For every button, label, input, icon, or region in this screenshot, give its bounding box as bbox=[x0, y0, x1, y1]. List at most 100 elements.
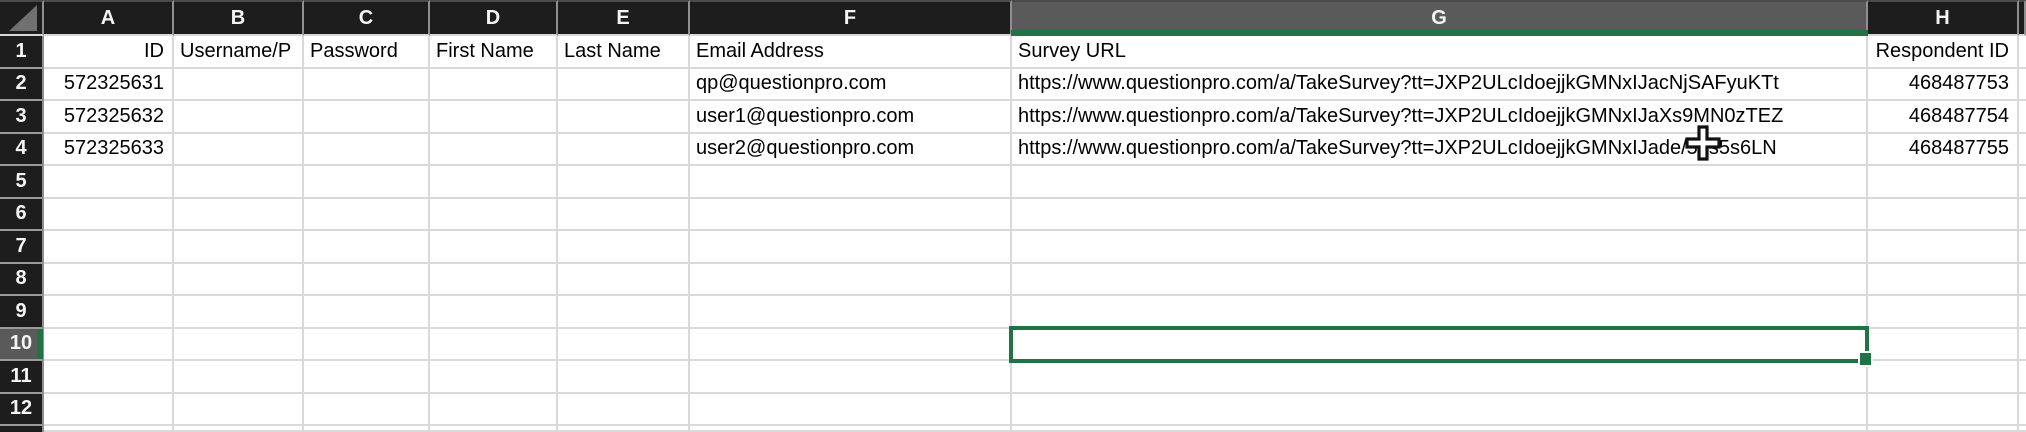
cell-G10[interactable] bbox=[1012, 328, 1868, 361]
cell-G1[interactable]: Survey URL bbox=[1012, 36, 1868, 69]
cell-H5[interactable] bbox=[1868, 166, 2019, 199]
cell-E4[interactable] bbox=[558, 133, 690, 166]
column-header-A[interactable]: A bbox=[44, 0, 174, 36]
cell-F9[interactable] bbox=[690, 296, 1012, 329]
cell-C10[interactable] bbox=[304, 328, 430, 361]
cell-C5[interactable] bbox=[304, 166, 430, 199]
cell-B11[interactable] bbox=[174, 361, 304, 394]
cell-C4[interactable] bbox=[304, 133, 430, 166]
cell-D1[interactable]: First Name bbox=[430, 36, 558, 69]
cell-F4[interactable]: user2@questionpro.com bbox=[690, 133, 1012, 166]
cell-B6[interactable] bbox=[174, 198, 304, 231]
cell-D10[interactable] bbox=[430, 328, 558, 361]
cell-E2[interactable] bbox=[558, 68, 690, 101]
cell-G4[interactable]: https://www.questionpro.com/a/TakeSurvey… bbox=[1012, 133, 1868, 166]
cell-C12[interactable] bbox=[304, 393, 430, 426]
cell-A5[interactable] bbox=[44, 166, 174, 199]
cell-H6[interactable] bbox=[1868, 198, 2019, 231]
cell-E10[interactable] bbox=[558, 328, 690, 361]
cell-G11[interactable] bbox=[1012, 361, 1868, 394]
cell-A12[interactable] bbox=[44, 393, 174, 426]
cell-B3[interactable] bbox=[174, 101, 304, 134]
cell-A7[interactable] bbox=[44, 231, 174, 264]
cell-C9[interactable] bbox=[304, 296, 430, 329]
cell-F3[interactable]: user1@questionpro.com bbox=[690, 101, 1012, 134]
cell-H3[interactable]: 468487754 bbox=[1868, 101, 2019, 134]
row-header-4[interactable]: 4 bbox=[0, 133, 44, 166]
cell-G8[interactable] bbox=[1012, 263, 1868, 296]
cell-C3[interactable] bbox=[304, 101, 430, 134]
cell-E1[interactable]: Last Name bbox=[558, 36, 690, 69]
cell-B10[interactable] bbox=[174, 328, 304, 361]
cell-E11[interactable] bbox=[558, 361, 690, 394]
cell-F2[interactable]: qp@questionpro.com bbox=[690, 68, 1012, 101]
cell-E12[interactable] bbox=[558, 393, 690, 426]
row-header-11[interactable]: 11 bbox=[0, 361, 44, 394]
cell-F6[interactable] bbox=[690, 198, 1012, 231]
cell-A11[interactable] bbox=[44, 361, 174, 394]
cell-G5[interactable] bbox=[1012, 166, 1868, 199]
cell-A2[interactable]: 572325631 bbox=[44, 68, 174, 101]
cell-A1[interactable]: ID bbox=[44, 36, 174, 69]
cell-A9[interactable] bbox=[44, 296, 174, 329]
cell-C1[interactable]: Password bbox=[304, 36, 430, 69]
row-header-13[interactable] bbox=[0, 426, 44, 432]
row-header-12[interactable]: 12 bbox=[0, 393, 44, 426]
cell-A6[interactable] bbox=[44, 198, 174, 231]
cell-B7[interactable] bbox=[174, 231, 304, 264]
cell-F12[interactable] bbox=[690, 393, 1012, 426]
row-header-10[interactable]: 10 bbox=[0, 328, 44, 361]
select-all-corner[interactable] bbox=[0, 0, 44, 36]
cell-B2[interactable] bbox=[174, 68, 304, 101]
cell-C11[interactable] bbox=[304, 361, 430, 394]
cell-B4[interactable] bbox=[174, 133, 304, 166]
cell-H9[interactable] bbox=[1868, 296, 2019, 329]
cell-A4[interactable]: 572325633 bbox=[44, 133, 174, 166]
cell-D9[interactable] bbox=[430, 296, 558, 329]
cell-D4[interactable] bbox=[430, 133, 558, 166]
row-header-6[interactable]: 6 bbox=[0, 198, 44, 231]
column-header-G[interactable]: G bbox=[1011, 0, 1868, 36]
cell-D3[interactable] bbox=[430, 101, 558, 134]
cell-E7[interactable] bbox=[558, 231, 690, 264]
cell-H2[interactable]: 468487753 bbox=[1868, 68, 2019, 101]
cell-D11[interactable] bbox=[430, 361, 558, 394]
cell-B9[interactable] bbox=[174, 296, 304, 329]
column-header-F[interactable]: F bbox=[690, 0, 1012, 36]
cell-E5[interactable] bbox=[558, 166, 690, 199]
cell-G7[interactable] bbox=[1012, 231, 1868, 264]
cell-H10[interactable] bbox=[1868, 328, 2019, 361]
cell-F1[interactable]: Email Address bbox=[690, 36, 1012, 69]
cell-G3[interactable]: https://www.questionpro.com/a/TakeSurvey… bbox=[1012, 101, 1868, 134]
cell-C2[interactable] bbox=[304, 68, 430, 101]
cell-H12[interactable] bbox=[1868, 393, 2019, 426]
cell-G6[interactable] bbox=[1012, 198, 1868, 231]
cell-D5[interactable] bbox=[430, 166, 558, 199]
cell-E3[interactable] bbox=[558, 101, 690, 134]
cell-H1[interactable]: Respondent ID bbox=[1868, 36, 2019, 69]
cell-A8[interactable] bbox=[44, 263, 174, 296]
cell-B1[interactable]: Username/P bbox=[174, 36, 304, 69]
cell-H7[interactable] bbox=[1868, 231, 2019, 264]
row-header-7[interactable]: 7 bbox=[0, 231, 44, 264]
row-header-3[interactable]: 3 bbox=[0, 101, 44, 134]
cell-E8[interactable] bbox=[558, 263, 690, 296]
row-header-8[interactable]: 8 bbox=[0, 263, 44, 296]
row-header-1[interactable]: 1 bbox=[0, 36, 44, 69]
column-header-C[interactable]: C bbox=[304, 0, 430, 36]
cell-G2[interactable]: https://www.questionpro.com/a/TakeSurvey… bbox=[1012, 68, 1868, 101]
cell-F7[interactable] bbox=[690, 231, 1012, 264]
cell-C7[interactable] bbox=[304, 231, 430, 264]
cell-H8[interactable] bbox=[1868, 263, 2019, 296]
row-header-9[interactable]: 9 bbox=[0, 296, 44, 329]
cell-G9[interactable] bbox=[1012, 296, 1868, 329]
cell-H11[interactable] bbox=[1868, 361, 2019, 394]
column-header-E[interactable]: E bbox=[558, 0, 690, 36]
cell-C8[interactable] bbox=[304, 263, 430, 296]
row-header-2[interactable]: 2 bbox=[0, 68, 44, 101]
cell-E9[interactable] bbox=[558, 296, 690, 329]
cell-A10[interactable] bbox=[44, 328, 174, 361]
cell-E6[interactable] bbox=[558, 198, 690, 231]
cell-F5[interactable] bbox=[690, 166, 1012, 199]
column-header-D[interactable]: D bbox=[430, 0, 558, 36]
